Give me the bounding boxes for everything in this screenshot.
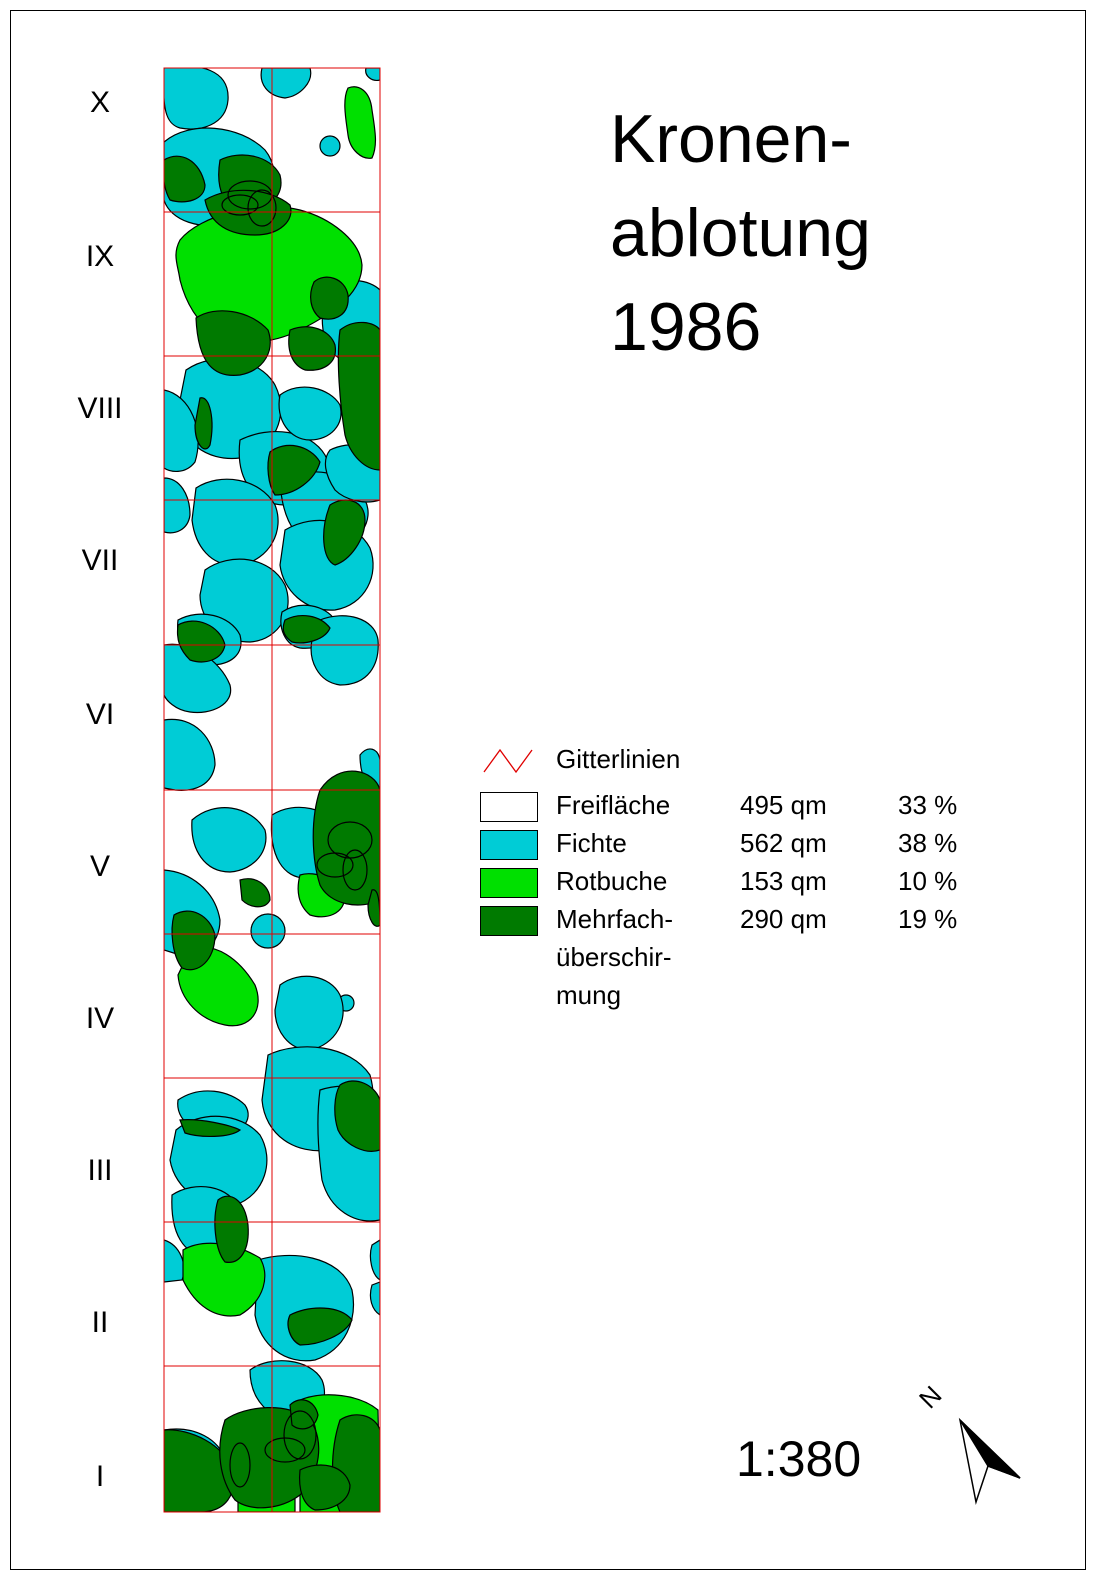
title-line-2: ablotung (610, 195, 871, 271)
grid-line-icon (483, 748, 533, 774)
north-label: N (913, 1380, 947, 1414)
mehrfach-crowns (164, 154, 380, 1512)
legend-freiflaeche-area: 495 qm (740, 790, 827, 820)
fichte-swatch (480, 830, 538, 860)
map-title: Kronen- ablotung 1986 (610, 92, 871, 374)
legend-fichte-area: 562 qm (740, 828, 827, 858)
rotbuche-swatch (480, 868, 538, 898)
freiflaeche-swatch (480, 792, 538, 822)
legend-rotbuche-label: Rotbuche (556, 866, 668, 896)
row-label-iii: III (87, 1154, 113, 1187)
row-label-ii: II (91, 1306, 109, 1339)
row-label-viii: VIII (77, 392, 123, 425)
legend-mehrfach-label: Mehrfach- (556, 904, 674, 934)
legend-freiflaeche-label: Freifläche (556, 790, 671, 820)
mehrfach-swatch (480, 906, 538, 936)
row-label-i: I (95, 1460, 105, 1493)
legend-freiflaeche-percent: 33 % (898, 790, 958, 820)
row-label-v: V (89, 850, 110, 883)
legend-fichte-percent: 38 % (898, 828, 958, 858)
legend-fichte-label: Fichte (556, 828, 627, 858)
legend-mehrfach-area: 290 qm (740, 904, 827, 934)
overlap-outlines (221, 180, 373, 1488)
legend-mehrfach-line-2: überschir- (556, 942, 672, 972)
title-line-3: 1986 (610, 289, 762, 365)
title-line-1: Kronen- (610, 101, 852, 177)
row-label-x: X (89, 86, 110, 119)
grid-lines (163, 67, 381, 1513)
legend-mehrfach-percent: 19 % (898, 904, 958, 934)
row-label-iv: IV (85, 1002, 115, 1035)
legend-grid-label: Gitterlinien (556, 744, 681, 774)
row-label-ix: IX (85, 240, 115, 273)
legend-rotbuche-percent: 10 % (898, 866, 958, 896)
legend-rotbuche-area: 153 qm (740, 866, 827, 896)
map-frame (10, 10, 1086, 1570)
map-scale: 1:380 (736, 1431, 862, 1487)
legend-mehrfach-line-3: mung (556, 980, 622, 1010)
north-arrow-icon: N (913, 1380, 1021, 1505)
row-label-vi: VI (85, 698, 115, 731)
row-label-vii: VII (81, 544, 119, 577)
